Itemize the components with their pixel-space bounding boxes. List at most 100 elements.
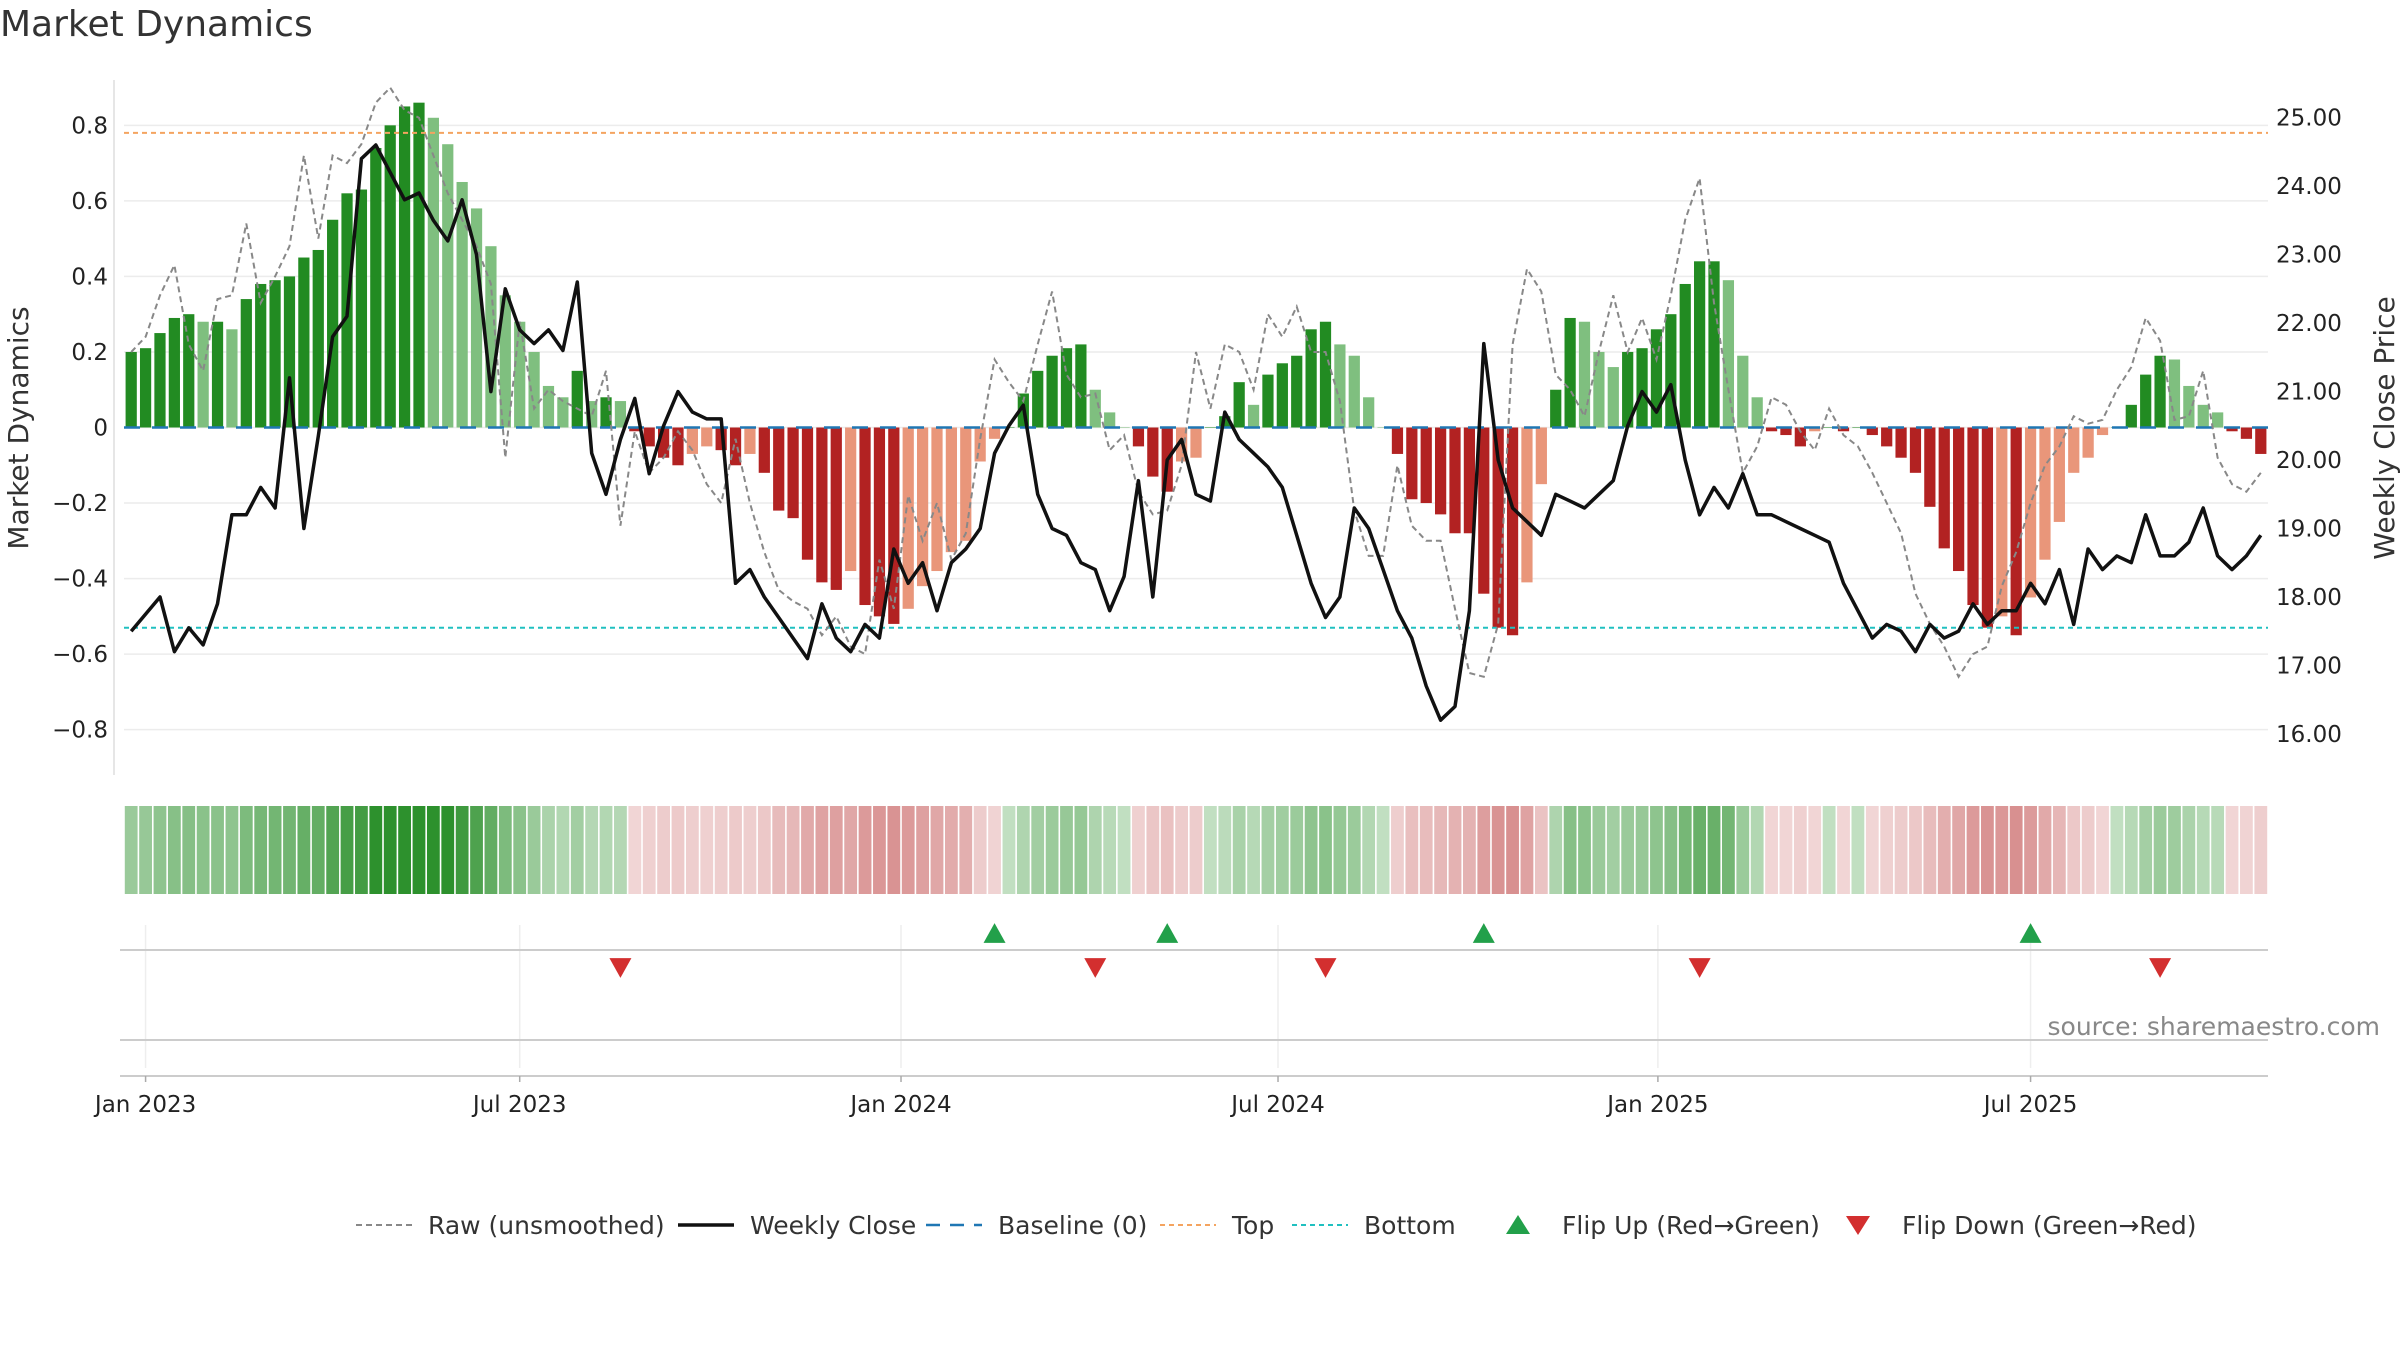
market-dynamics-bar	[514, 321, 526, 428]
market-dynamics-bar	[1118, 427, 1130, 428]
source-note: source: sharemaestro.com	[2047, 1012, 2381, 1041]
left-tick-label: 0.4	[71, 264, 108, 290]
heatstrip-cell	[2182, 806, 2196, 894]
x-tick-label: Jul 2023	[471, 1092, 567, 1118]
right-axis-label: Weekly Close Price	[2368, 296, 2400, 559]
heatstrip-cell	[671, 806, 685, 894]
left-axis-label: Market Dynamics	[2, 306, 35, 549]
left-tick-label: −0.4	[52, 567, 108, 593]
heatstrip-cell	[1218, 806, 1232, 894]
market-dynamics-bar	[931, 427, 943, 572]
x-axis: Jan 2023 Jul 2023 Jan 2024 Jul 2024 Jan 2025…	[93, 1076, 2077, 1118]
legend-item-baseline: Baseline (0)	[926, 1211, 1147, 1240]
heatstrip-cell	[1750, 806, 1764, 894]
heatstrip-cell	[297, 806, 311, 894]
heatstrip-cell	[1261, 806, 1275, 894]
x-tick-label: Jan 2024	[848, 1092, 951, 1118]
market-dynamics-bar	[1463, 427, 1476, 534]
market-dynamics-bar	[1406, 427, 1418, 500]
legend-item-flip_up: Flip Up (Red→Green)	[1506, 1211, 1820, 1240]
market-dynamics-bar	[715, 427, 727, 451]
heatstrip-cell	[1405, 806, 1419, 894]
heatstrip-cell	[2139, 806, 2153, 894]
heatstrip-cell	[2196, 806, 2210, 894]
flip-down-marker	[1314, 958, 1337, 978]
legend-label: Top	[1231, 1211, 1274, 1240]
heatstrip-cell	[426, 806, 440, 894]
market-dynamics-bar	[1809, 427, 1821, 432]
market-dynamics-bar	[902, 427, 914, 609]
market-dynamics-bar	[1089, 389, 1101, 428]
legend: Raw (unsmoothed) Weekly Close Baseline (0)…	[356, 1211, 2197, 1240]
legend-label: Flip Up (Red→Green)	[1562, 1211, 1820, 1240]
market-dynamics-bar	[470, 208, 483, 428]
left-tick-label: 0	[93, 416, 108, 442]
market-dynamics-bar	[773, 427, 785, 511]
heatstrip-cell	[1851, 806, 1865, 894]
reference-lines	[124, 131, 2268, 629]
market-dynamics-bar	[758, 427, 770, 473]
right-tick-label: 20.00	[2276, 448, 2342, 474]
heatstrip-cell	[239, 806, 253, 894]
market-dynamics-bar	[1981, 427, 1994, 628]
heatstrip-cell	[901, 806, 915, 894]
heatstrip-cell	[311, 806, 325, 894]
heatstrip-cell	[2052, 806, 2066, 894]
market-dynamics-bar	[2154, 355, 2166, 428]
heatstrip-cell	[2009, 806, 2023, 894]
market-dynamics-bar	[888, 427, 900, 624]
heatstrip-cell	[1232, 806, 1246, 894]
market-dynamics-bar	[1204, 427, 1217, 428]
heatstrip-cell	[614, 806, 627, 894]
heatstrip-cell	[1650, 806, 1663, 894]
market-dynamics-bar	[370, 147, 382, 428]
heatstrip-cell	[815, 806, 829, 894]
market-dynamics-bar	[442, 144, 454, 428]
heatstrip-cell	[1621, 806, 1635, 894]
legend-label: Baseline (0)	[998, 1211, 1147, 1240]
heatstrip-cell	[1808, 806, 1822, 894]
heatstrip-cell	[1880, 806, 1894, 894]
heatstrip-cell	[1132, 806, 1145, 894]
left-tick-label: 0.6	[71, 189, 108, 215]
market-dynamics-bar	[1650, 329, 1663, 428]
market-dynamics-bar	[845, 427, 857, 572]
market-dynamics-bar	[1363, 397, 1375, 428]
market-dynamics-bar	[1506, 427, 1519, 636]
market-dynamics-bar	[859, 427, 871, 606]
market-dynamics-bar	[255, 283, 267, 428]
heatstrip-cell	[729, 806, 742, 894]
market-dynamics-bar	[1032, 370, 1044, 428]
market-dynamics-bar	[1391, 427, 1404, 454]
heatstrip-cell	[973, 806, 987, 894]
market-dynamics-bar	[2096, 427, 2109, 436]
legend-item-bottom: Bottom	[1292, 1211, 1456, 1240]
market-dynamics-bar	[801, 427, 814, 560]
market-dynamics-bar	[1305, 329, 1317, 428]
market-dynamics-bar	[672, 427, 684, 466]
heatstrip-cell	[196, 806, 210, 894]
market-dynamics-bar	[2226, 427, 2238, 432]
heatstrip-cell	[1146, 806, 1160, 894]
market-dynamics-bar	[988, 427, 1001, 439]
flip-down-marker	[609, 958, 632, 978]
market-dynamics-bar	[686, 427, 698, 454]
market-dynamics-bar	[1075, 344, 1087, 428]
heatstrip-cell	[1520, 806, 1534, 894]
heatstrip-cell	[153, 806, 167, 894]
market-dynamics-bar	[557, 397, 569, 428]
heatstrip-cell	[1664, 806, 1678, 894]
heatstrip-cell	[1160, 806, 1174, 894]
market-dynamics-bar	[226, 329, 238, 428]
market-dynamics-bar	[1420, 427, 1432, 504]
market-dynamics-bar	[2240, 427, 2253, 439]
heatstrip-cell	[642, 806, 656, 894]
market-dynamics-bar	[240, 299, 252, 428]
heatstrip-cell	[1175, 806, 1189, 894]
market-dynamics-bar	[327, 219, 339, 428]
market-dynamics-bar	[1060, 348, 1073, 428]
market-dynamics-bar	[1694, 261, 1706, 428]
heatstrip-cell	[714, 806, 728, 894]
flip-up-marker	[983, 923, 1006, 943]
legend-label: Flip Down (Green→Red)	[1902, 1211, 2197, 1240]
